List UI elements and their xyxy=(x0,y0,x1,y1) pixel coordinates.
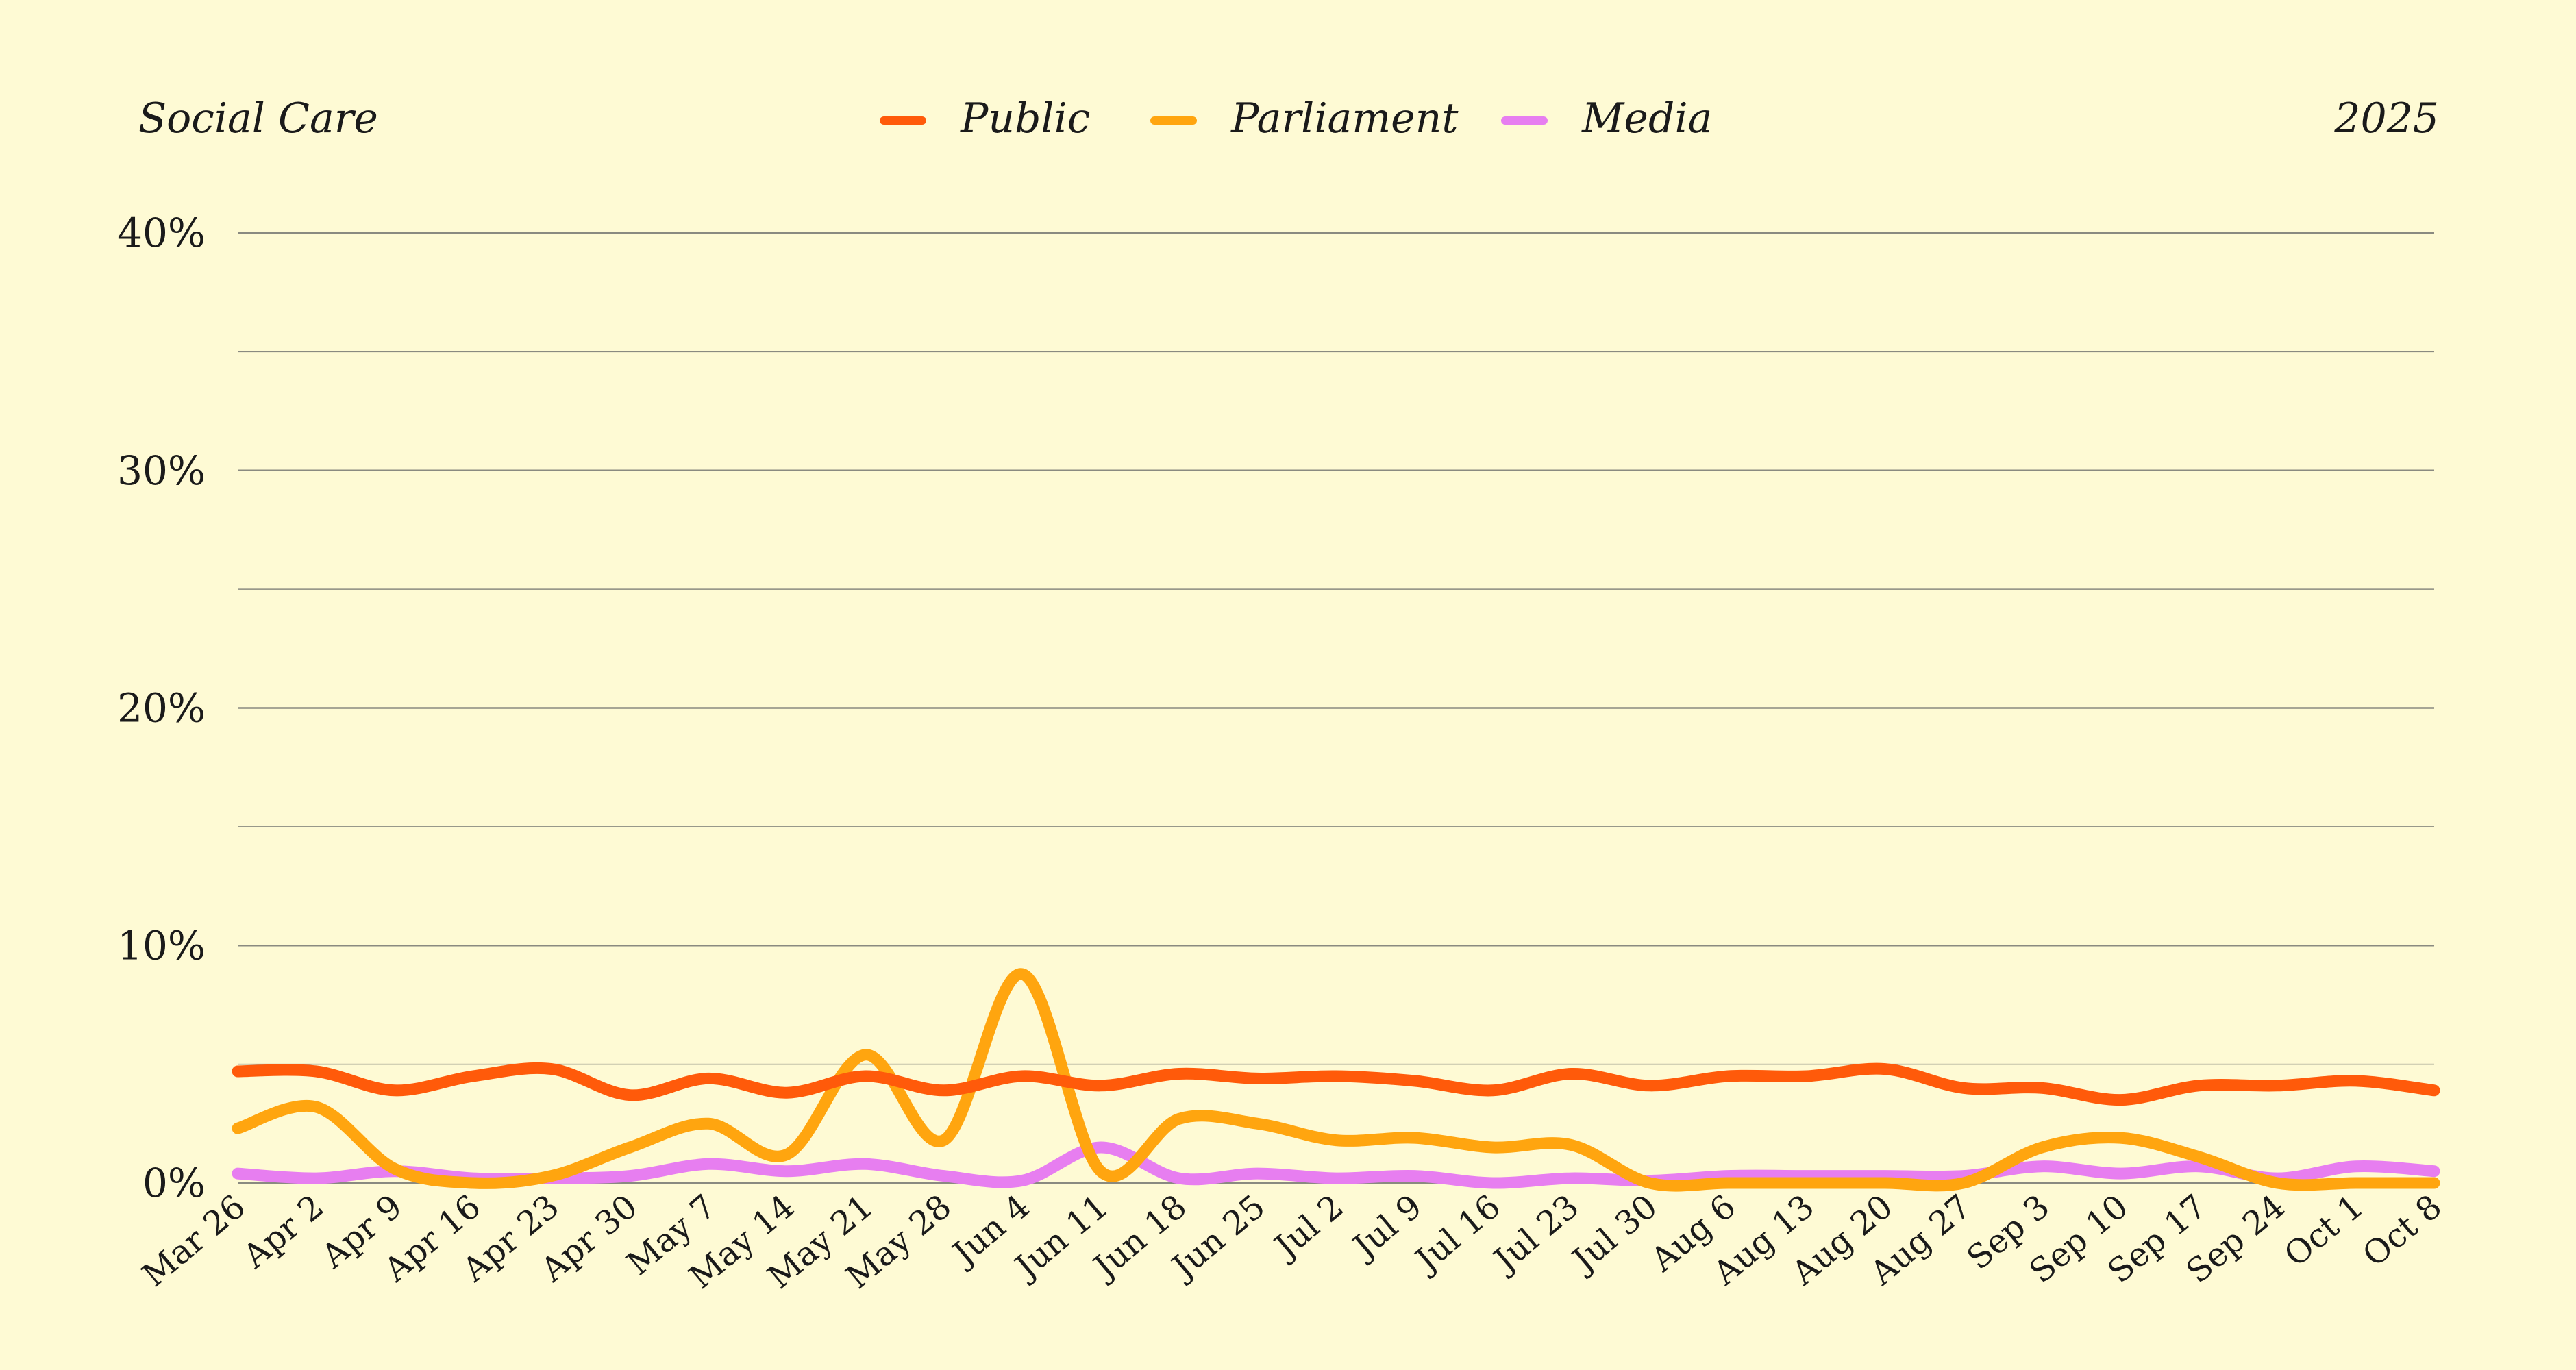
y-tick-label: 10% xyxy=(117,922,206,969)
gridlines xyxy=(238,232,2434,1184)
y-tick-label: 20% xyxy=(117,685,206,732)
series-line-media xyxy=(232,1141,2440,1189)
chart-year: 2025 xyxy=(2333,95,2439,142)
x-tick-label: Oct 1 xyxy=(2277,1187,2371,1274)
x-tick-label: Oct 8 xyxy=(2355,1187,2449,1274)
y-tick-label: 0% xyxy=(143,1160,206,1206)
legend-label: Parliament xyxy=(1230,95,1459,142)
legend-label: Public xyxy=(960,95,1090,142)
legend: Public Parliament Media xyxy=(880,95,1712,142)
y-tick-label: 40% xyxy=(117,210,206,256)
x-tick-label: Jul 2 xyxy=(1265,1187,1351,1268)
x-tick-label: Apr 2 xyxy=(236,1187,332,1276)
legend-item-public: Public xyxy=(880,95,1090,142)
legend-label: Media xyxy=(1581,95,1712,142)
x-tick-label: Jul 23 xyxy=(1485,1187,1586,1281)
series-lines xyxy=(232,968,2440,1192)
legend-item-parliament: Parliament xyxy=(1150,95,1459,142)
series-line-parliament xyxy=(232,968,2440,1192)
chart-title: Social Care xyxy=(138,95,378,142)
x-tick-label: Jul 16 xyxy=(1406,1187,1507,1281)
y-axis-ticks: 0% 10% 20% 30% 40% xyxy=(117,210,206,1206)
series-line-public xyxy=(232,1062,2440,1106)
y-tick-label: 30% xyxy=(117,447,206,494)
legend-item-media: Media xyxy=(1501,95,1712,142)
x-tick-label: Jul 30 xyxy=(1563,1187,1664,1281)
